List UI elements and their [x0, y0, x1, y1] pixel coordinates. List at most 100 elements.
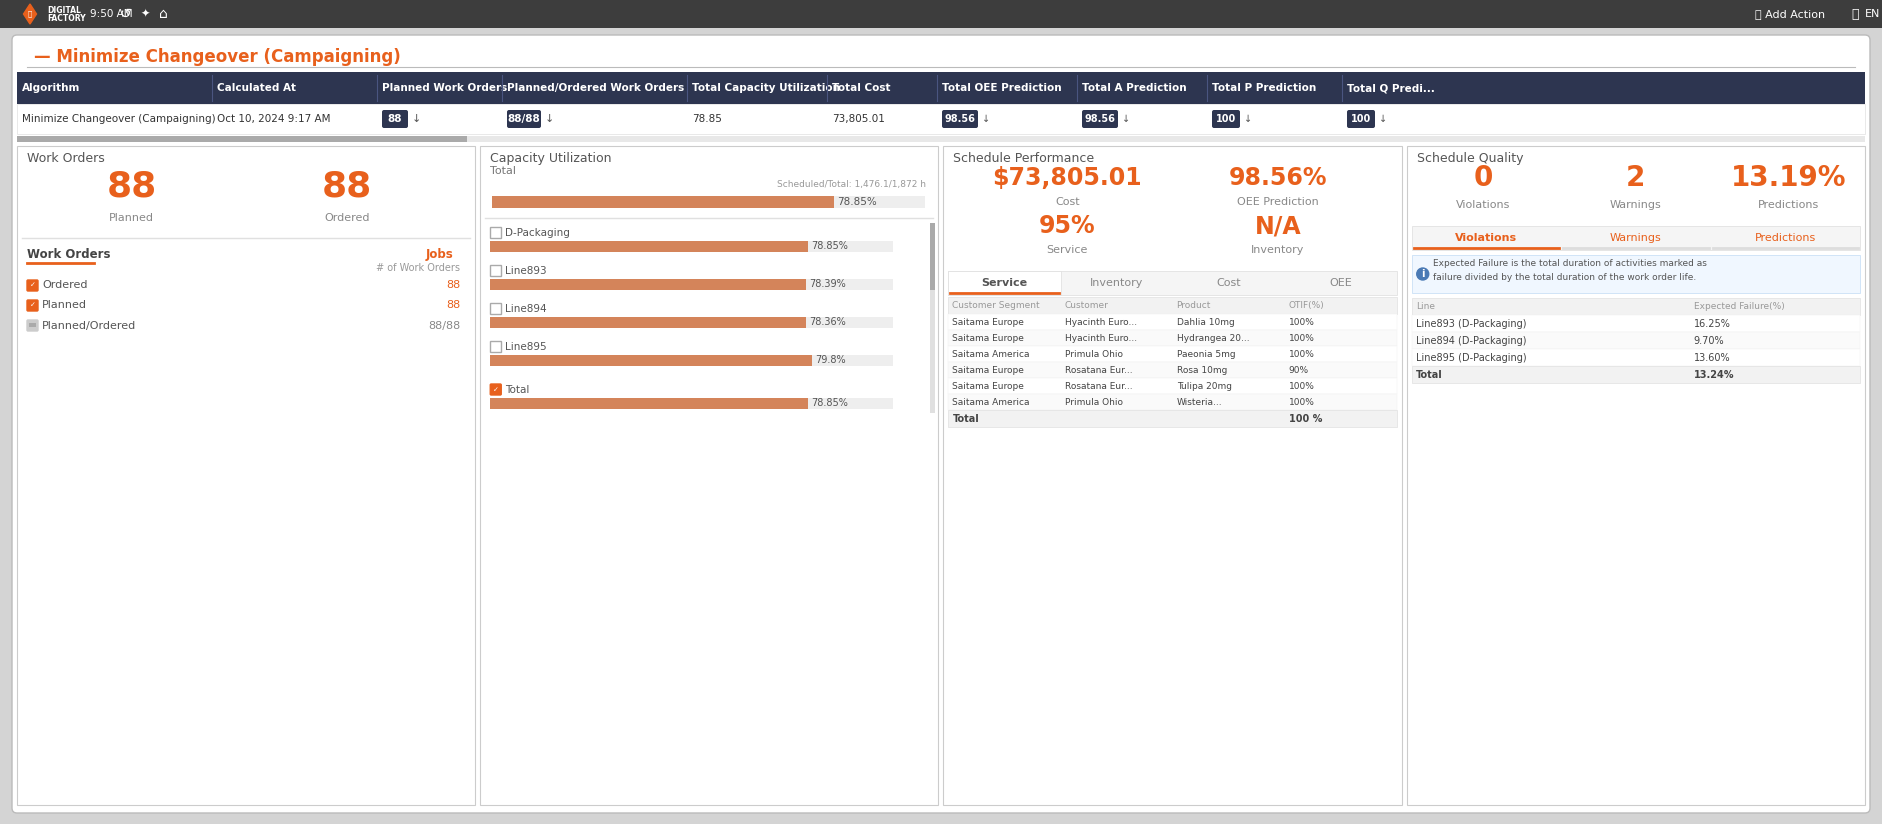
Bar — [489, 317, 805, 328]
Text: 13.24%: 13.24% — [1694, 369, 1733, 380]
Text: Planned/Ordered Work Orders: Planned/Ordered Work Orders — [506, 83, 685, 93]
Text: Wisteria...: Wisteria... — [1176, 397, 1221, 406]
Bar — [1406, 146, 1865, 805]
Text: 100%: 100% — [1289, 334, 1314, 343]
Text: 98.56: 98.56 — [945, 114, 975, 124]
Bar — [489, 303, 501, 314]
Text: Total Cost: Total Cost — [832, 83, 890, 93]
Text: 88/88: 88/88 — [427, 321, 461, 330]
Text: 88: 88 — [388, 114, 403, 124]
Text: Paeonia 5mg: Paeonia 5mg — [1176, 349, 1235, 358]
Text: Line895: Line895 — [504, 342, 548, 352]
FancyBboxPatch shape — [1082, 110, 1118, 128]
Text: Line893 (D-Packaging): Line893 (D-Packaging) — [1415, 319, 1526, 329]
Text: 78.39%: 78.39% — [809, 279, 847, 289]
FancyBboxPatch shape — [11, 35, 1871, 813]
Bar — [1412, 298, 1859, 315]
Bar — [949, 362, 1396, 378]
Text: 16.25%: 16.25% — [1694, 319, 1731, 329]
Bar — [480, 146, 939, 805]
Text: 🏛: 🏛 — [28, 11, 32, 17]
Text: Algorithm: Algorithm — [23, 83, 81, 93]
Text: Total: Total — [952, 414, 979, 424]
Bar — [949, 297, 1396, 314]
Text: 88: 88 — [107, 169, 156, 203]
FancyBboxPatch shape — [1212, 110, 1240, 128]
Text: 78.85%: 78.85% — [811, 398, 849, 408]
Text: 9.70%: 9.70% — [1694, 335, 1724, 345]
Text: Ordered: Ordered — [324, 213, 369, 223]
Text: OEE: OEE — [1329, 278, 1351, 288]
Text: Capacity Utilization: Capacity Utilization — [489, 152, 612, 165]
Text: Line893: Line893 — [504, 266, 548, 276]
Bar — [489, 227, 501, 238]
FancyBboxPatch shape — [382, 110, 408, 128]
Text: 100%: 100% — [1289, 317, 1314, 326]
Text: 100%: 100% — [1289, 382, 1314, 391]
Text: ✓: ✓ — [493, 387, 499, 393]
Bar — [949, 271, 1061, 295]
Text: Dahlia 10mg: Dahlia 10mg — [1176, 317, 1235, 326]
Circle shape — [1417, 268, 1428, 280]
Text: 95%: 95% — [1039, 214, 1095, 238]
Text: Line894: Line894 — [504, 304, 548, 314]
Text: DIGITAL: DIGITAL — [47, 6, 81, 15]
Text: Line895 (D-Packaging): Line895 (D-Packaging) — [1415, 353, 1526, 363]
Text: Total OEE Prediction: Total OEE Prediction — [943, 83, 1061, 93]
Bar — [930, 223, 935, 289]
Text: 🔔: 🔔 — [1852, 7, 1859, 21]
Text: N/A: N/A — [1255, 214, 1300, 238]
Bar — [489, 355, 811, 366]
Bar — [489, 241, 807, 252]
Text: Service: Service — [1046, 245, 1088, 255]
Text: Saitama America: Saitama America — [952, 397, 1029, 406]
FancyBboxPatch shape — [489, 384, 501, 395]
Text: Total: Total — [1415, 369, 1442, 380]
Text: # of Work Orders: # of Work Orders — [376, 263, 461, 273]
Text: Total: Total — [489, 166, 516, 176]
Text: ↓: ↓ — [412, 114, 422, 124]
Text: Cost: Cost — [1056, 197, 1080, 207]
Text: Minimize Changeover (Campaigning): Minimize Changeover (Campaigning) — [23, 114, 216, 124]
Text: Saitama Europe: Saitama Europe — [952, 382, 1024, 391]
Bar — [949, 346, 1396, 362]
Text: ↓: ↓ — [1244, 114, 1252, 124]
Text: 100%: 100% — [1289, 349, 1314, 358]
Text: Expected Failure is the total duration of activities marked as: Expected Failure is the total duration o… — [1432, 260, 1707, 269]
Bar — [949, 410, 1396, 427]
Bar — [489, 241, 894, 252]
Text: Planned: Planned — [41, 301, 87, 311]
FancyBboxPatch shape — [943, 110, 979, 128]
Text: 9:50 AM: 9:50 AM — [90, 9, 132, 19]
Text: Warnings: Warnings — [1609, 200, 1662, 210]
Text: — Minimize Changeover (Campaigning): — Minimize Changeover (Campaigning) — [34, 48, 401, 66]
Text: Primula Ohio: Primula Ohio — [1065, 397, 1122, 406]
Text: Violations: Violations — [1455, 233, 1517, 243]
Text: Expected Failure(%): Expected Failure(%) — [1694, 302, 1784, 311]
Text: ↺: ↺ — [119, 7, 132, 21]
FancyBboxPatch shape — [26, 300, 38, 311]
Bar — [493, 196, 834, 208]
Bar — [489, 355, 894, 366]
Text: 100: 100 — [1351, 114, 1372, 124]
Text: ✦: ✦ — [141, 9, 151, 19]
Bar — [489, 279, 894, 290]
Bar — [1412, 255, 1859, 293]
Bar — [949, 394, 1396, 410]
Text: Warnings: Warnings — [1609, 233, 1662, 243]
Text: 98.56: 98.56 — [1084, 114, 1116, 124]
Bar — [943, 146, 1402, 805]
Text: Saitama Europe: Saitama Europe — [952, 317, 1024, 326]
FancyBboxPatch shape — [506, 110, 540, 128]
FancyBboxPatch shape — [1348, 110, 1376, 128]
Bar — [17, 104, 1865, 134]
Bar — [17, 72, 1865, 104]
Text: Product: Product — [1176, 301, 1210, 310]
Text: $73,805.01: $73,805.01 — [992, 166, 1142, 190]
Text: ↓: ↓ — [546, 114, 555, 124]
Text: Ordered: Ordered — [41, 280, 87, 291]
Text: Total P Prediction: Total P Prediction — [1212, 83, 1316, 93]
Text: Calculated At: Calculated At — [216, 83, 295, 93]
Text: EN: EN — [1865, 9, 1880, 19]
Text: 78.85%: 78.85% — [811, 241, 849, 251]
